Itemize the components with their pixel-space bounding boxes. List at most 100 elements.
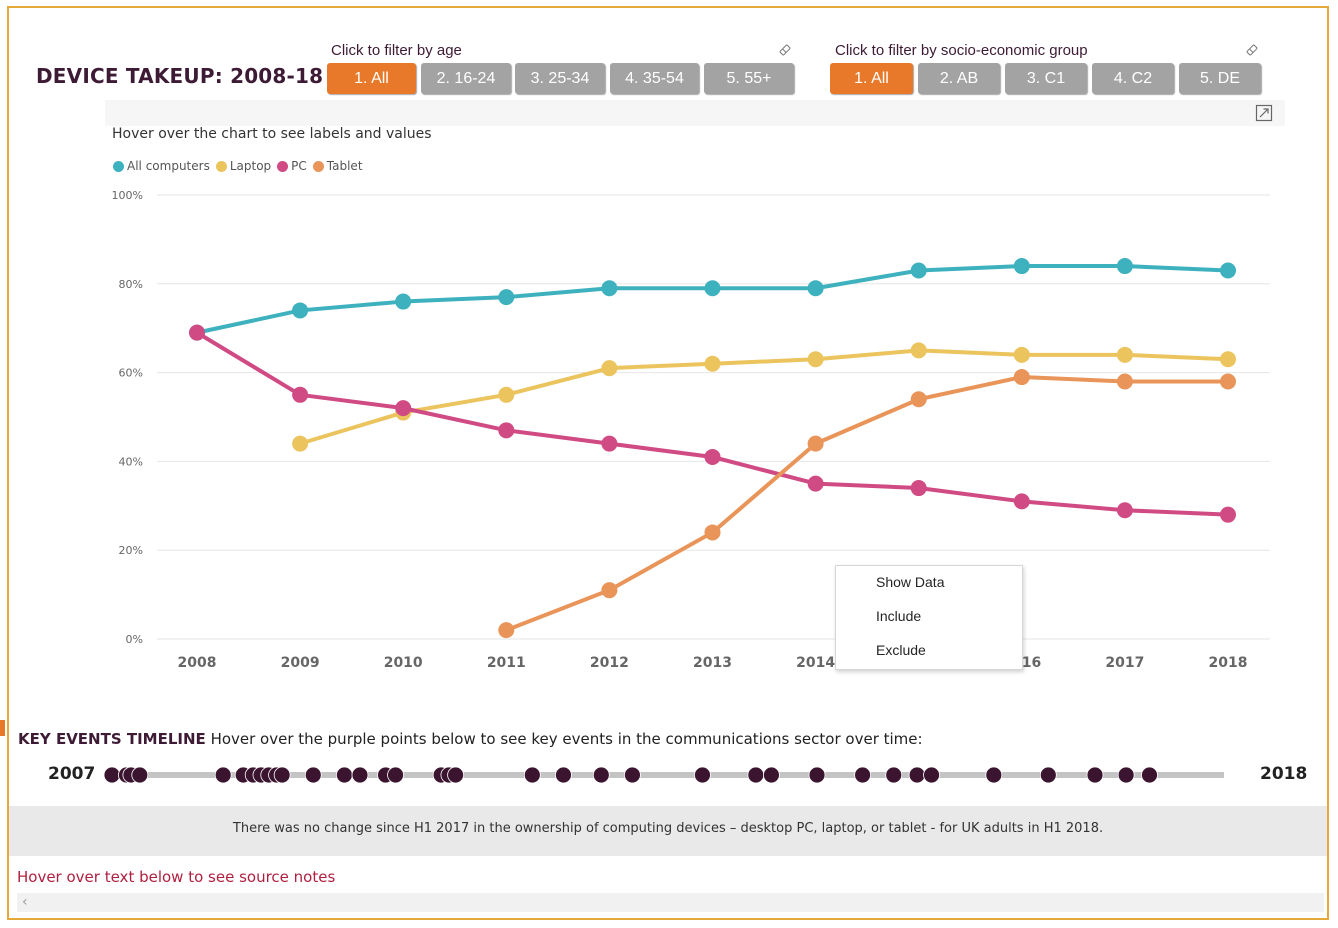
data-point-pc[interactable] <box>704 448 721 465</box>
timeline-event-point[interactable] <box>747 766 765 784</box>
y-tick-label: 0% <box>126 633 143 646</box>
data-point-tablet[interactable] <box>807 435 824 452</box>
x-tick-label: 2011 <box>487 655 526 671</box>
data-point-pc[interactable] <box>601 435 618 452</box>
data-point-all-computers[interactable] <box>910 262 927 279</box>
timeline-event-point[interactable] <box>131 766 149 784</box>
report-frame <box>7 6 1329 920</box>
legend-item[interactable]: PC <box>277 159 307 173</box>
data-point-all-computers[interactable] <box>498 289 515 306</box>
legend-marker <box>215 160 227 172</box>
seg-filter-option-5[interactable]: 5. DE <box>1179 63 1261 94</box>
data-point-all-computers[interactable] <box>601 280 618 297</box>
seg-filter-option-3[interactable]: 3. C1 <box>1005 63 1087 94</box>
line-chart[interactable]: 0% 20% 40% 60% 80% 100% 2008 2009 2010 2011 2012 20… <box>0 0 1338 700</box>
data-point-all-computers[interactable] <box>1220 262 1236 279</box>
timeline-event-point[interactable] <box>1086 766 1104 784</box>
menu-item-show-data[interactable]: Show Data <box>876 574 945 590</box>
data-point-laptop[interactable] <box>498 386 515 403</box>
data-point-laptop[interactable] <box>292 435 309 452</box>
data-point-all-computers[interactable] <box>704 280 721 297</box>
data-point-laptop[interactable] <box>1116 346 1133 363</box>
series-line-laptop <box>299 348 1229 446</box>
timeline-event-point[interactable] <box>103 766 121 784</box>
timeline-event-point[interactable] <box>694 766 711 784</box>
seg-filter-option-2[interactable]: 2. AB <box>918 63 1000 94</box>
timeline-event-point[interactable] <box>985 766 1003 784</box>
seg-filter-option-4[interactable]: 4. C2 <box>1092 63 1174 94</box>
data-point-laptop[interactable] <box>1013 346 1030 363</box>
data-point-laptop[interactable] <box>807 351 824 368</box>
timeline-event-point[interactable] <box>555 766 572 784</box>
timeline-event-point[interactable] <box>304 766 322 784</box>
age-filter-option-4[interactable]: 4. 35-54 <box>610 63 699 94</box>
data-point-pc[interactable] <box>395 400 412 417</box>
age-filter-option-2[interactable]: 2. 16-24 <box>421 63 511 94</box>
timeline-event-point[interactable] <box>336 766 353 784</box>
data-point-pc[interactable] <box>498 422 515 439</box>
data-point-all-computers[interactable] <box>395 293 412 310</box>
data-point-all-computers[interactable] <box>1116 258 1133 275</box>
seg-filter-option-1[interactable]: 1. All <box>830 63 913 94</box>
page-edge-tab[interactable] <box>0 720 5 736</box>
data-point-pc[interactable] <box>910 480 927 497</box>
timeline-event-point[interactable] <box>624 766 641 784</box>
menu-item-exclude[interactable]: Exclude <box>876 642 926 658</box>
age-filter-option-3[interactable]: 3. 25-34 <box>515 63 605 94</box>
y-tick-label: 80% <box>119 278 143 291</box>
timeline-event-point[interactable] <box>1039 766 1057 784</box>
data-point-pc[interactable] <box>1116 502 1133 519</box>
chevron-left-icon[interactable]: ‹ <box>22 894 28 910</box>
timeline-event-point[interactable] <box>808 766 826 784</box>
age-filter-option-1[interactable]: 1. All <box>327 63 416 94</box>
legend-item[interactable]: All computers <box>113 159 210 173</box>
data-point-tablet[interactable] <box>1013 369 1030 386</box>
data-point-laptop[interactable] <box>704 355 721 372</box>
timeline-event-point[interactable] <box>592 766 610 784</box>
data-point-tablet[interactable] <box>704 524 721 541</box>
data-point-laptop[interactable] <box>910 342 927 359</box>
timeline-event-point[interactable] <box>351 766 369 784</box>
data-point-pc[interactable] <box>1220 506 1236 523</box>
timeline-event-point[interactable] <box>885 766 903 784</box>
legend-item[interactable]: Laptop <box>215 159 271 173</box>
timeline-event-point[interactable] <box>447 766 465 784</box>
data-point-pc[interactable] <box>189 324 205 341</box>
focus-mode-icon[interactable] <box>1255 104 1273 122</box>
data-point-laptop[interactable] <box>1220 351 1236 368</box>
chart-hint: Hover over the chart to see labels and v… <box>112 126 432 142</box>
timeline-start-year: 2007 <box>48 764 96 784</box>
eraser-icon[interactable] <box>778 43 792 57</box>
timeline-event-point[interactable] <box>387 766 404 784</box>
data-point-tablet[interactable] <box>601 582 618 599</box>
data-point-tablet[interactable] <box>1116 373 1133 390</box>
data-point-tablet[interactable] <box>910 391 927 408</box>
timeline-event-point[interactable] <box>523 766 541 784</box>
timeline-event-point[interactable] <box>214 766 232 784</box>
menu-item-include[interactable]: Include <box>876 608 922 624</box>
data-point-pc[interactable] <box>1013 493 1030 510</box>
data-point-pc[interactable] <box>807 475 824 492</box>
timeline-event-point[interactable] <box>1117 766 1135 784</box>
timeline-event-point[interactable] <box>854 766 871 784</box>
chart-legend: All computers Laptop PC Tablet <box>113 159 369 175</box>
data-point-tablet[interactable] <box>1220 373 1236 390</box>
timeline-track[interactable] <box>0 760 1338 790</box>
data-point-tablet[interactable] <box>498 622 515 639</box>
timeline-event-point[interactable] <box>1141 766 1158 784</box>
page-title: DEVICE TAKEUP: 2008-18 <box>36 64 324 88</box>
data-point-all-computers[interactable] <box>807 280 824 297</box>
horizontal-scrollbar[interactable]: ‹ <box>17 893 1324 912</box>
data-point-pc[interactable] <box>292 386 309 403</box>
legend-item[interactable]: Tablet <box>312 159 363 173</box>
source-notes-link[interactable]: Hover over text below to see source note… <box>17 868 336 886</box>
data-point-all-computers[interactable] <box>1013 258 1030 275</box>
data-point-laptop[interactable] <box>601 360 618 377</box>
timeline-event-point[interactable] <box>273 766 291 784</box>
age-filter-option-5[interactable]: 5. 55+ <box>704 63 794 94</box>
timeline-event-point[interactable] <box>763 766 780 784</box>
data-point-all-computers[interactable] <box>292 302 309 319</box>
eraser-icon[interactable] <box>1245 43 1259 57</box>
timeline-event-point[interactable] <box>908 766 926 784</box>
timeline-event-point[interactable] <box>923 766 940 784</box>
